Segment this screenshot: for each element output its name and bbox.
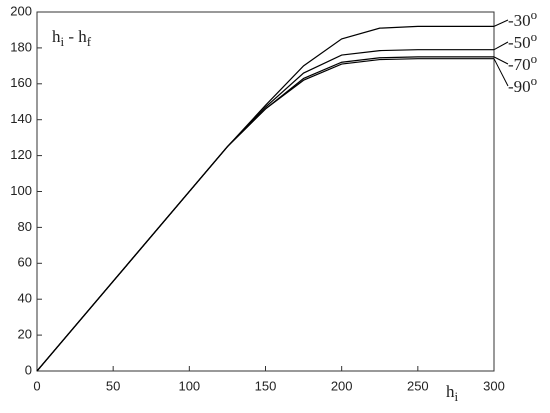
y-tick-label: 60 (18, 255, 32, 270)
x-tick-label: 300 (483, 378, 505, 393)
y-tick-label: 160 (10, 75, 32, 90)
y-tick-label: 180 (10, 39, 32, 54)
y-axis-label-part: h (52, 27, 61, 46)
line-series (36, 58, 494, 372)
leader-line (493, 41, 509, 51)
line-series (36, 56, 494, 372)
y-tick-label: 40 (18, 291, 32, 306)
y-tick-label: 100 (10, 183, 32, 198)
line-series (36, 25, 494, 372)
y-tick-label: 80 (18, 219, 32, 234)
series-label: -30o (508, 7, 537, 30)
series-superscript: o (531, 73, 538, 88)
x-tick-label: 0 (33, 378, 40, 393)
y-axis-label-part: i (61, 34, 65, 49)
x-tick-label: 200 (331, 378, 353, 393)
series-superscript: o (531, 51, 538, 66)
y-tick-label: 200 (10, 3, 32, 18)
series-superscript: o (531, 7, 538, 22)
y-tick-label: 0 (25, 362, 32, 377)
y-tick-label: 20 (18, 327, 32, 342)
y-tick-label: 140 (10, 111, 32, 126)
y-axis-label: hi - hf (52, 27, 92, 49)
series-label: -90o (508, 73, 537, 96)
series-label: -70o (508, 51, 537, 74)
x-tick-label: 100 (178, 378, 200, 393)
series-name: -70 (508, 55, 531, 74)
series-name: -30 (508, 11, 531, 30)
x-tick-label: 50 (106, 378, 120, 393)
y-axis-label-part: - h (64, 27, 87, 46)
series-superscript: o (531, 29, 538, 44)
leader-line (493, 19, 509, 27)
x-axis-label: hi (446, 382, 459, 404)
x-tick-label: 150 (255, 378, 277, 393)
series-name: -50 (508, 33, 531, 52)
plot-frame (36, 11, 495, 372)
series-label: -50o (508, 29, 537, 52)
leader-line (493, 56, 509, 65)
y-tick-label: 120 (10, 147, 32, 162)
leader-line (493, 58, 509, 87)
series-name: -90 (508, 77, 531, 96)
x-axis-label-part: h (446, 382, 455, 401)
x-tick-label: 250 (407, 378, 429, 393)
x-axis-label-part: i (455, 389, 459, 404)
line-series (36, 49, 494, 372)
y-axis-label-part: f (87, 34, 92, 49)
